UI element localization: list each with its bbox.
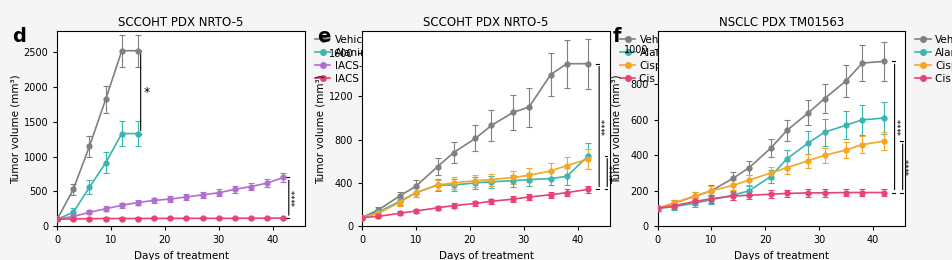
Legend: Vehicle, Alanine, Cisplatin, Cis + Ala: Vehicle, Alanine, Cisplatin, Cis + Ala — [617, 32, 688, 86]
Text: ****: **** — [897, 118, 905, 135]
Text: ****: **** — [609, 164, 618, 181]
Text: ****: **** — [291, 189, 300, 206]
Title: SCCOHT PDX NRTO-5: SCCOHT PDX NRTO-5 — [118, 16, 244, 29]
X-axis label: Days of treatment: Days of treatment — [438, 251, 533, 260]
Text: d: d — [12, 27, 27, 46]
Y-axis label: Tumor volume (mm³): Tumor volume (mm³) — [10, 74, 21, 184]
Text: f: f — [612, 27, 621, 46]
Text: ****: **** — [602, 118, 610, 135]
Legend: Vehicle, Alanine, Cisplatin, Cis + Ala: Vehicle, Alanine, Cisplatin, Cis + Ala — [912, 32, 952, 86]
Legend: Vehicle, Alanine, IACS-010759, IACS + Ala: Vehicle, Alanine, IACS-010759, IACS + Al… — [312, 32, 404, 86]
Text: e: e — [317, 27, 330, 46]
Y-axis label: Tumor volume (mm³): Tumor volume (mm³) — [315, 74, 326, 184]
X-axis label: Days of treatment: Days of treatment — [133, 251, 228, 260]
Y-axis label: Tumor volume (mm³): Tumor volume (mm³) — [610, 74, 621, 184]
Title: SCCOHT PDX NRTO-5: SCCOHT PDX NRTO-5 — [423, 16, 548, 29]
Text: *: * — [143, 86, 149, 99]
Text: ****: **** — [904, 158, 913, 175]
Title: NSCLC PDX TM01563: NSCLC PDX TM01563 — [718, 16, 843, 29]
X-axis label: Days of treatment: Days of treatment — [733, 251, 828, 260]
